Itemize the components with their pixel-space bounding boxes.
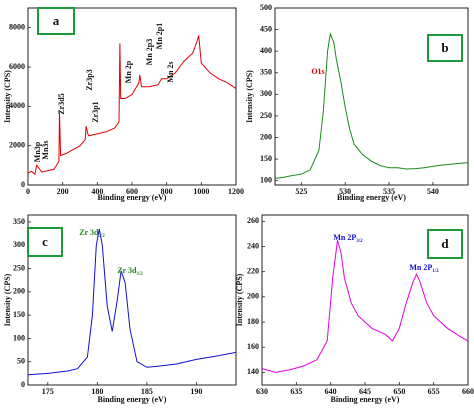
- y-tick-label: 8000: [9, 22, 25, 31]
- spectrum-line: [261, 240, 469, 373]
- y-tick-label: 0: [21, 380, 25, 389]
- x-tick-label: 525: [295, 187, 307, 196]
- x-tick-label: 175: [42, 387, 54, 396]
- x-tick-label: 600: [126, 187, 138, 196]
- y-tick-label: 300: [13, 240, 25, 249]
- y-tick-label: 4000: [9, 101, 25, 110]
- y-tick-label: 200: [13, 287, 25, 296]
- y-tick-label: 220: [247, 266, 259, 275]
- plot-frame: [27, 214, 237, 386]
- plot-frame: [274, 7, 469, 186]
- peak-label-sub: 1/2: [432, 269, 439, 274]
- y-tick-label: 100: [13, 333, 25, 342]
- y-tick-label: 350: [13, 217, 25, 226]
- panel-label-box: [427, 229, 463, 259]
- peak-label-main: Zr 3d: [79, 228, 99, 237]
- x-axis-label: Binding energy (eV): [98, 395, 167, 404]
- peak-label: Mn 2P1/2: [409, 263, 439, 274]
- spectrum-line: [274, 32, 469, 179]
- peak-label-main: Mn 2P: [409, 263, 432, 272]
- peak-label: Mn 2s: [166, 61, 175, 82]
- x-tick-label: 1000: [193, 187, 209, 196]
- y-axis-label: Intensity (CPS): [3, 273, 12, 326]
- x-tick-label: 655: [428, 387, 440, 396]
- peak-label: Zr 3d3/2: [117, 266, 143, 277]
- x-tick-label: 800: [161, 187, 173, 196]
- x-tick-label: 660: [462, 387, 474, 396]
- x-tick-label: 190: [190, 387, 202, 396]
- x-axis-label: Binding energy (eV): [337, 193, 406, 202]
- peak-label: Mn3p: [33, 141, 42, 162]
- peak-label-main: Zr 3d: [117, 266, 137, 275]
- x-tick-label: 630: [256, 387, 268, 396]
- y-tick-label: 150: [260, 154, 272, 163]
- peak-label-main: Mn 2P: [333, 233, 356, 242]
- panel-label: a: [53, 13, 60, 28]
- peak-label-sub: 3/2: [356, 239, 363, 244]
- y-tick-label: 260: [247, 216, 259, 225]
- panel-label-box: [37, 7, 75, 35]
- y-tick-label: 240: [247, 241, 259, 250]
- panel-label: c: [42, 234, 48, 249]
- peak-label: Zr 3d5/2: [79, 228, 105, 239]
- x-tick-label: 185: [141, 387, 153, 396]
- x-tick-label: 180: [91, 387, 103, 396]
- peak-label: Zr3p1: [91, 101, 100, 122]
- y-tick-label: 250: [13, 263, 25, 272]
- y-tick-label: 500: [260, 3, 272, 12]
- x-tick-label: 635: [290, 387, 302, 396]
- x-axis-label: Binding energy (eV): [98, 193, 167, 202]
- peak-label-sub: 5/2: [98, 234, 105, 239]
- x-axis-label: Binding energy (eV): [331, 395, 400, 404]
- x-tick-label: 0: [26, 187, 30, 196]
- panel-label: d: [441, 236, 449, 251]
- x-tick-label: 200: [57, 187, 69, 196]
- x-tick-label: 1200: [228, 187, 244, 196]
- y-axis-label: Intensity (CPS): [245, 70, 254, 123]
- spectrum-line: [27, 35, 237, 176]
- y-tick-label: 400: [260, 46, 272, 55]
- x-tick-label: 650: [393, 387, 405, 396]
- y-tick-label: 2000: [9, 140, 25, 149]
- x-tick-label: 535: [383, 187, 395, 196]
- y-tick-label: 150: [13, 310, 25, 319]
- y-axis-label: Intensity (CPS): [235, 273, 244, 326]
- y-tick-label: 200: [247, 292, 259, 301]
- y-tick-label: 180: [247, 317, 259, 326]
- y-tick-label: 6000: [9, 62, 25, 71]
- y-tick-label: 160: [247, 342, 259, 351]
- y-axis-label: Intensity (CPS): [3, 70, 12, 123]
- y-tick-label: 450: [260, 24, 272, 33]
- x-tick-label: 540: [427, 187, 439, 196]
- peak-label: Zr3p3: [85, 69, 94, 90]
- y-tick-label: 0: [21, 180, 25, 189]
- y-tick-label: 50: [17, 357, 25, 366]
- peak-label: Mn 2P3/2: [333, 233, 363, 244]
- y-tick-label: 100: [260, 176, 272, 185]
- panel-label-box: [427, 34, 463, 62]
- panel-label: b: [441, 40, 448, 55]
- peak-label: Mn 2p1: [155, 23, 164, 49]
- x-tick-label: 400: [91, 187, 103, 196]
- peak-label: Mn 2p3: [145, 39, 154, 65]
- y-tick-label: 300: [260, 89, 272, 98]
- peak-label: Mn 2p: [124, 60, 133, 83]
- peak-label: Zr3d5: [57, 93, 66, 114]
- y-tick-label: 250: [260, 111, 272, 120]
- y-tick-label: 140: [247, 367, 259, 376]
- panel-label-box: [27, 227, 63, 257]
- spectrum-line: [27, 228, 237, 376]
- x-tick-label: 640: [325, 387, 337, 396]
- peak-label: Mn3s: [41, 140, 50, 159]
- y-tick-label: 200: [260, 132, 272, 141]
- peak-label: O1s: [311, 67, 324, 76]
- peak-label-sub: 3/2: [136, 272, 143, 277]
- x-tick-label: 645: [359, 387, 371, 396]
- y-tick-label: 350: [260, 68, 272, 77]
- x-tick-label: 530: [339, 187, 351, 196]
